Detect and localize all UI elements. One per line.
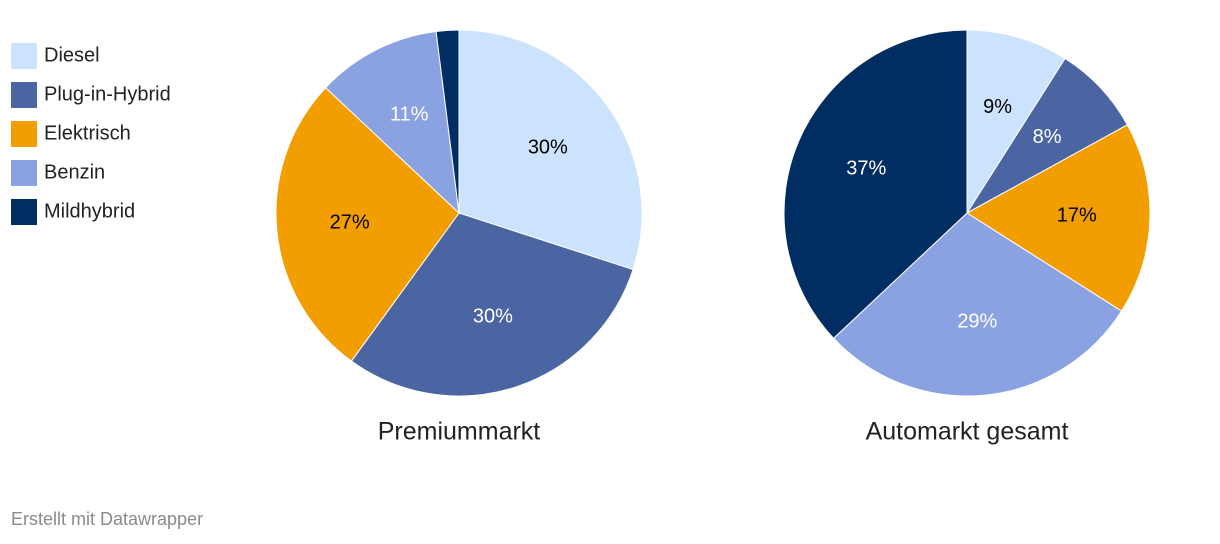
pie-slice xyxy=(324,30,460,215)
legend-swatch xyxy=(11,43,37,69)
chart-title: Automarkt gesamt xyxy=(866,418,1069,446)
legend-label: Benzin xyxy=(44,161,105,183)
slice-label: 27% xyxy=(330,212,370,234)
slice-label: 11% xyxy=(390,103,429,125)
pie-slice xyxy=(966,57,1129,214)
pie-slice xyxy=(832,212,1123,397)
slice-label: 30% xyxy=(528,137,568,159)
chart-title: Premiummarkt xyxy=(378,418,541,446)
pie-slice xyxy=(350,212,634,397)
legend-swatch xyxy=(11,160,37,186)
legend-swatch xyxy=(11,121,37,147)
legend-swatch xyxy=(11,199,37,225)
slice-label: 29% xyxy=(957,311,997,333)
pie-slice xyxy=(275,87,460,362)
legend-label: Mildhybrid xyxy=(44,200,135,222)
footer: Erstellt mit Datawrapper xyxy=(11,509,203,529)
slice-label: 30% xyxy=(473,306,513,328)
legend-label: Plug-in-Hybrid xyxy=(44,83,171,105)
slice-label: 9% xyxy=(983,96,1012,118)
legend-label: Diesel xyxy=(44,44,100,66)
slice-label: 37% xyxy=(846,158,886,180)
legend-swatch xyxy=(11,82,37,108)
pie-slice xyxy=(783,29,968,339)
pie-slice xyxy=(458,29,643,271)
pie-slice xyxy=(966,29,1066,215)
pie-slice xyxy=(435,29,460,214)
pie-slice xyxy=(966,124,1151,312)
legend-label: Elektrisch xyxy=(44,122,131,144)
slice-label: 8% xyxy=(1033,126,1062,148)
slice-label: 17% xyxy=(1057,205,1097,227)
